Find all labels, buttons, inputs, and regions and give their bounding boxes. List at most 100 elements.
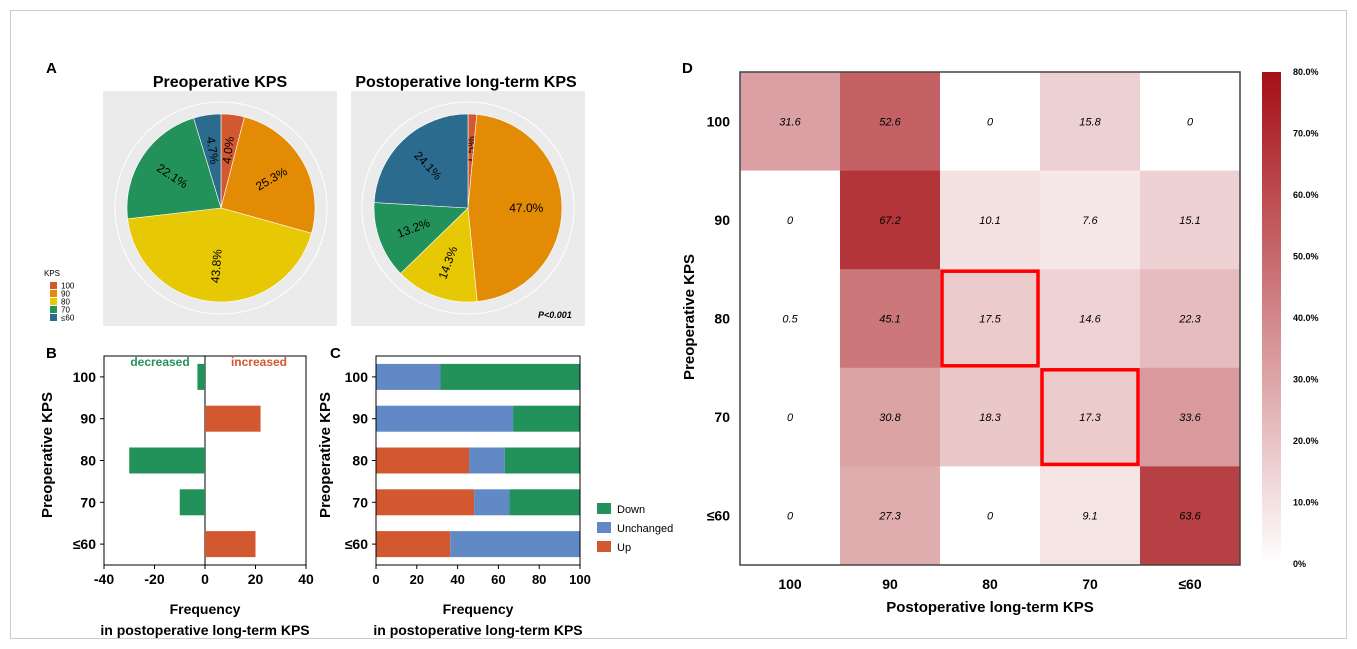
y-tick-label: 90 [80, 411, 96, 427]
heatmap-cell-value: 0 [1187, 116, 1194, 128]
heatmap-row-label: 70 [714, 409, 730, 425]
heatmap-cell-value: 27.3 [878, 511, 901, 523]
heatmap-cell [840, 367, 941, 467]
heatmap-cell-value: 45.1 [879, 314, 900, 326]
colorbar-tick-label: 80.0% [1293, 67, 1319, 77]
x-tick-label: 20 [248, 571, 264, 587]
pie-title-preoperative: Preoperative KPS [153, 74, 288, 91]
heatmap-cell-value: 0 [987, 511, 994, 523]
colorbar-tick-label: 10.0% [1293, 498, 1319, 508]
panel-d-xlabel: Postoperative long-term KPS [886, 599, 1094, 616]
heatmap-cell-value: 63.6 [1179, 511, 1201, 523]
heatmap-cell-value: 31.6 [779, 116, 801, 128]
pie-legend-label: ≤60 [61, 314, 75, 323]
diverging-bar [205, 531, 256, 558]
diverging-bar [129, 447, 205, 474]
figure-frame [10, 10, 1347, 639]
colorbar-tick-label: 20.0% [1293, 436, 1319, 446]
x-tick-label: -40 [94, 571, 114, 587]
heatmap-cell-value: 22.3 [1178, 314, 1201, 326]
heatmap-cell-value: 0 [987, 116, 994, 128]
heatmap-cell [840, 466, 941, 566]
legend-swatch-up [597, 541, 611, 552]
heatmap-cell-value: 9.1 [1082, 511, 1097, 523]
diverging-bar [179, 489, 205, 516]
heatmap-cell [1040, 466, 1141, 566]
pie-outer-ring [361, 101, 575, 315]
stacked-bar-legend: Down Unchanged Up [597, 503, 673, 554]
heatmap-cell [940, 269, 1041, 369]
pie-legend-swatch [50, 306, 57, 313]
heatmap-col-label: ≤60 [1178, 576, 1201, 592]
panel-c-label: C [330, 345, 341, 362]
colorbar-tick-label: 60.0% [1293, 190, 1319, 200]
y-tick-label: 80 [352, 453, 368, 469]
pie-slice-4 [126, 117, 222, 220]
y-tick-label: 100 [345, 369, 369, 385]
heatmap-cell [940, 466, 1041, 566]
heatmap-cell [1140, 170, 1241, 270]
heatmap-cell-value: 10.1 [979, 215, 1000, 227]
colorbar-tick-label: 40.0% [1293, 313, 1319, 323]
heatmap-cell [1040, 72, 1141, 172]
heatmap-cell [1040, 269, 1141, 369]
pie-legend-swatch [50, 290, 57, 297]
heatmap-cell [740, 367, 841, 467]
panel-c-xlabel-line2: in postoperative long-term KPS [373, 622, 582, 638]
x-tick-label: -20 [144, 571, 164, 587]
pie-slice-3 [127, 207, 312, 303]
pie-title-postoperative: Postoperative long-term KPS [355, 74, 577, 91]
heatmap-cell-value: 33.6 [1179, 412, 1201, 424]
colorbar-tick-label: 50.0% [1293, 252, 1319, 262]
heatmap-cell [840, 170, 941, 270]
pie-legend-label: 70 [61, 306, 70, 315]
pie-slice-5 [373, 113, 469, 209]
x-tick-label: 0 [201, 571, 209, 587]
panel-b-ylabel: Preoperative KPS [39, 392, 56, 518]
x-tick-label: 20 [410, 572, 424, 587]
pie-slice-3 [400, 207, 478, 303]
legend-label: Unchanged [617, 523, 673, 535]
pie-legend-swatch [50, 298, 57, 305]
legend-swatch-down [597, 503, 611, 514]
panel-c-ylabel: Preoperative KPS [317, 392, 334, 518]
stacked-bar-segment-unchanged [474, 489, 510, 516]
heatmap-cell-value: 15.8 [1079, 116, 1101, 128]
panel-c-plot-frame [375, 355, 581, 566]
pie-slice-2 [467, 114, 563, 302]
pie-legend-swatch [50, 282, 57, 289]
stacked-bar-segment-down [504, 447, 580, 474]
heatmap-cell [840, 269, 941, 369]
heatmap-col-label: 100 [778, 576, 802, 592]
heatmap-row-label: 100 [707, 113, 731, 129]
stacked-bar-segment-down [440, 363, 580, 390]
heatmap-cell [840, 72, 941, 172]
heatmap-cell-value: 52.6 [879, 116, 901, 128]
stacked-bar-segment-up [376, 447, 470, 474]
heatmap-cell [1040, 367, 1141, 467]
x-tick-label: 40 [450, 572, 464, 587]
heatmap-cell [940, 170, 1041, 270]
colorbar-tick-label: 0% [1293, 559, 1306, 569]
heatmap-cell-value: 0 [787, 511, 794, 523]
colorbar-tick-label: 30.0% [1293, 375, 1319, 385]
heatmap-cell [1140, 72, 1241, 172]
pie-chart-postoperative: 1.5%47.0%14.3%13.2%24.1% [351, 91, 585, 326]
heatmap-cell-value: 17.5 [979, 314, 1001, 326]
heatmap-cell [1040, 170, 1141, 270]
heatmap-col-label: 80 [982, 576, 998, 592]
pie-slice-label: 47.0% [509, 201, 543, 215]
pie-slice-label: 43.8% [208, 248, 225, 283]
pie-slice-5 [193, 113, 222, 209]
panel-d-label: D [682, 60, 693, 77]
heatmap-cell [940, 367, 1041, 467]
heatmap-cell [740, 72, 841, 172]
pie-chart-preoperative: 4.0%25.3%43.8%22.1%4.7% [103, 91, 337, 326]
heatmap-cell-value: 18.3 [979, 412, 1001, 424]
heatmap-row-label: 90 [714, 212, 730, 228]
x-tick-label: 100 [569, 572, 591, 587]
pie-legend-label: 100 [61, 282, 75, 291]
panel-b-xlabel-line1: Frequency [170, 601, 241, 617]
stacked-bar-segment-unchanged [376, 363, 441, 390]
